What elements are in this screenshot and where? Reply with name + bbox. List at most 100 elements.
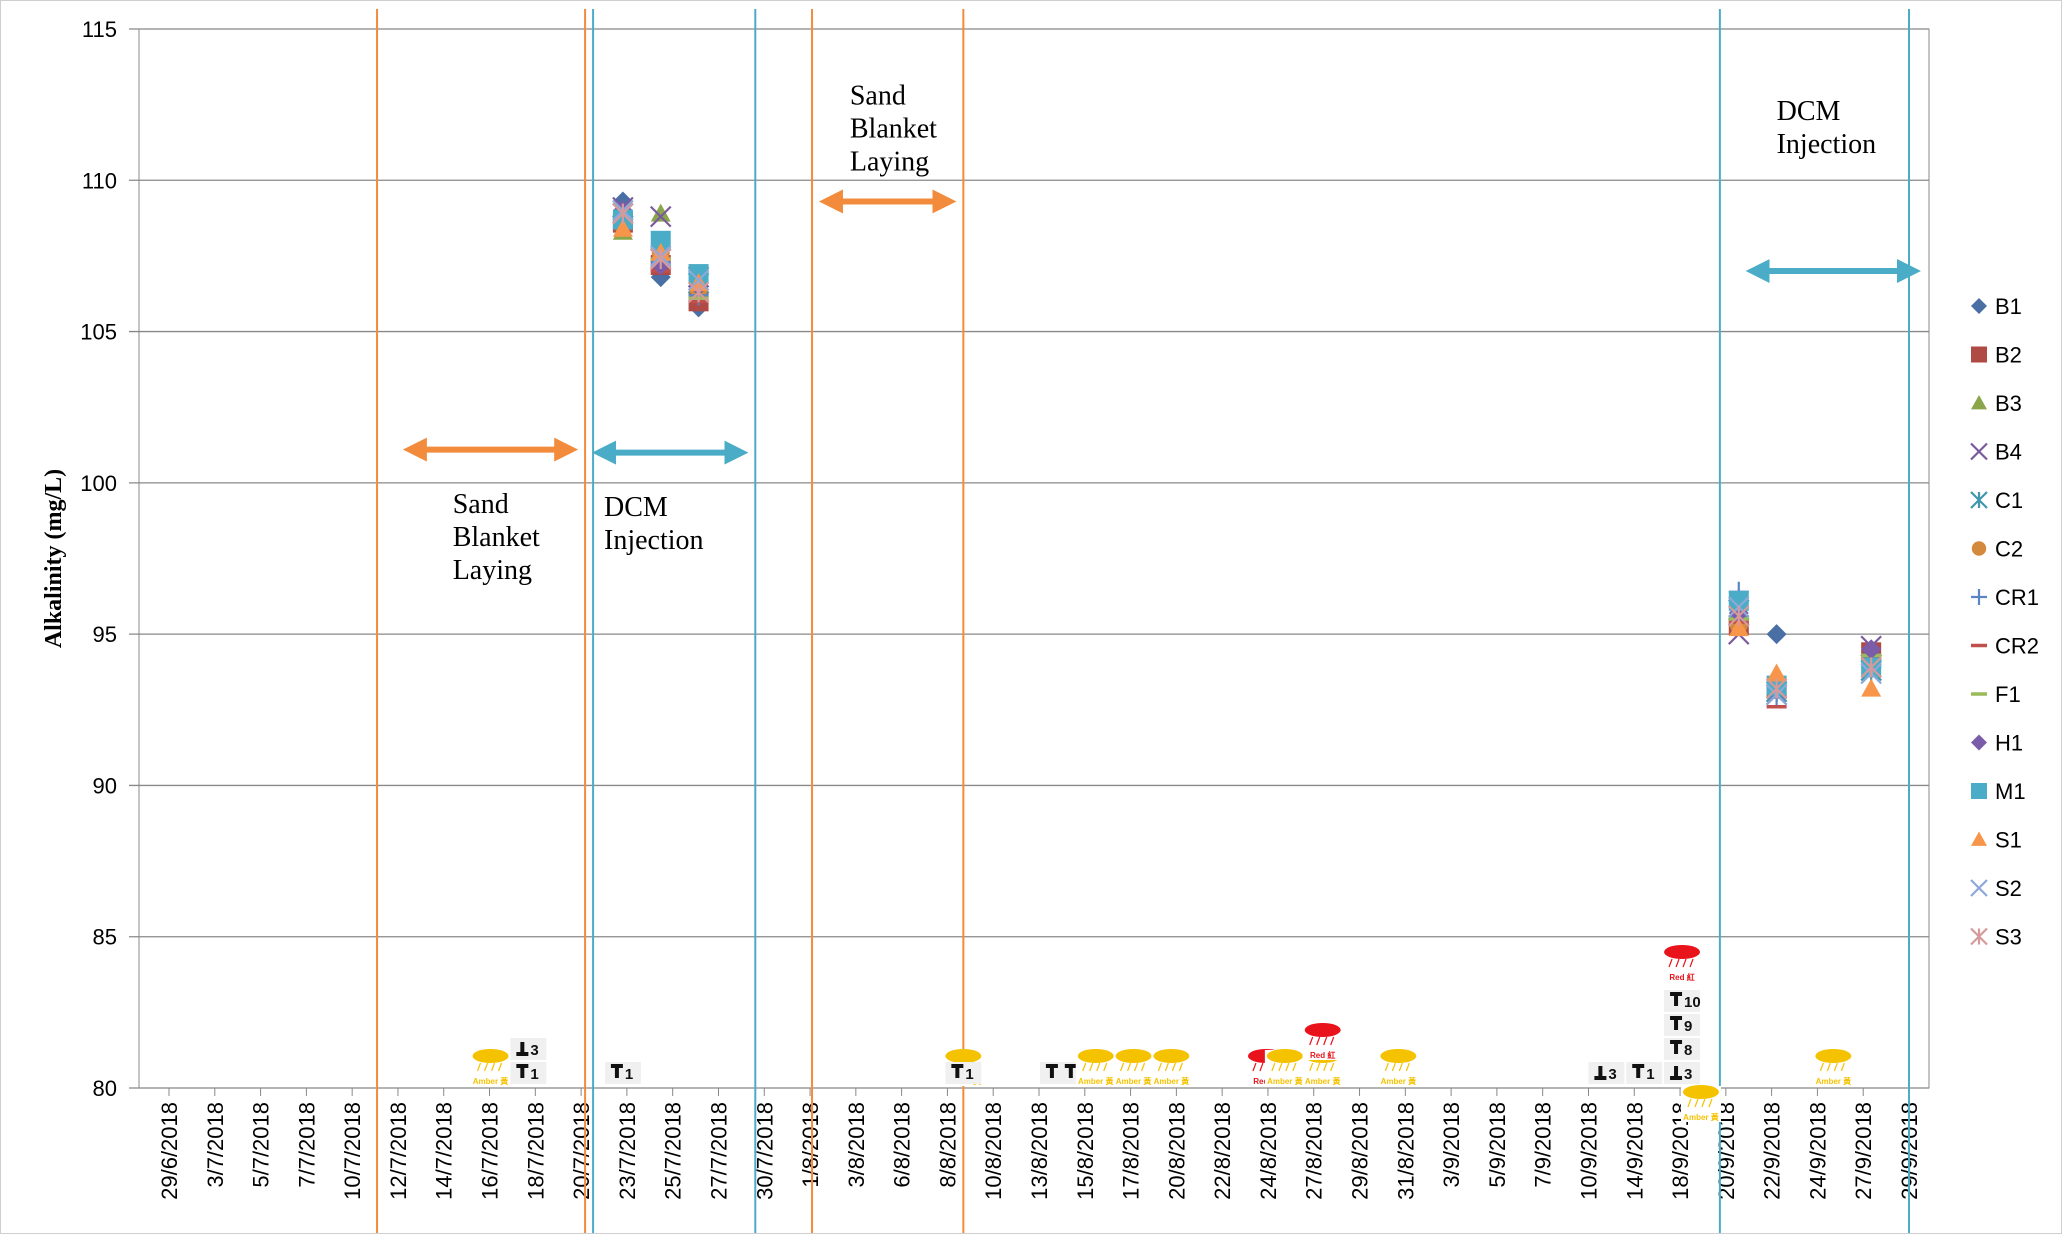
icon-signal-shape (1045, 1064, 1058, 1078)
marker-shape (650, 203, 671, 222)
x-tick-label: 25/7/2018 (661, 1102, 686, 1200)
icon-label: 1 (965, 1066, 973, 1083)
marker-shape (649, 248, 672, 270)
series-m1 (612, 209, 1882, 696)
icon-rain (1384, 1062, 1410, 1072)
icon-label: Amber 黃 (1816, 1076, 1852, 1086)
legend-label: M1 (1995, 779, 2026, 804)
weather-icon-amber: Amber 黃 (1151, 1049, 1192, 1086)
annotation-line: Blanket (850, 114, 937, 145)
x-tick-label: 3/8/2018 (844, 1102, 869, 1188)
legend-label: S1 (1995, 828, 2022, 853)
legend-label: B2 (1995, 343, 2022, 368)
legend-item-b2: B2 (1971, 343, 2022, 368)
icon-rain (1687, 1098, 1713, 1108)
data-point (1766, 663, 1787, 682)
icon-label: 1 (1646, 1066, 1654, 1083)
series-cr2 (612, 226, 1882, 709)
y-tick-label: 115 (82, 17, 117, 42)
icon-label: 3 (1684, 1066, 1692, 1083)
data-point (1728, 618, 1749, 637)
weather-icon-amber: Amber 黃 (1813, 1049, 1854, 1086)
legend-item-h1: H1 (1971, 731, 2023, 756)
icon-label: 3 (1608, 1066, 1616, 1083)
annotation-line: Injection (604, 525, 704, 556)
weather-icon-amber: Amber 黃 (1378, 1049, 1419, 1086)
weather-icon-signal: 1 (604, 1062, 641, 1084)
weather-icon-signal: 8 (1664, 1038, 1701, 1060)
icon-label: 1 (625, 1066, 633, 1083)
icon-signal-shape (1670, 1066, 1683, 1080)
icon-cloud (1380, 1049, 1417, 1063)
data-point (649, 248, 672, 270)
legend-label: C2 (1995, 537, 2023, 562)
legend-label: S2 (1995, 876, 2022, 901)
icon-cloud (472, 1049, 509, 1063)
series-c1 (612, 202, 1882, 703)
legend-marker (1970, 442, 1988, 461)
weather-icon-signal: 3 (1664, 1062, 1701, 1084)
marker-shape (1766, 624, 1787, 645)
icon-label: 8 (1684, 1042, 1692, 1059)
marker-shape (1766, 663, 1787, 682)
x-tick-label: 5/7/2018 (249, 1102, 274, 1188)
x-tick-label: 20/8/2018 (1164, 1102, 1189, 1200)
x-tick-label: 1/8/2018 (798, 1102, 823, 1188)
marker-shape (612, 202, 634, 225)
marker-shape (1971, 589, 1987, 605)
annotation-line: Laying (453, 555, 532, 586)
marker-shape (1861, 678, 1882, 697)
marker-shape (1860, 656, 1882, 679)
legend-label: F1 (1995, 682, 2021, 707)
x-tick-label: 3/7/2018 (203, 1102, 228, 1188)
icon-label: Amber 黃 (1305, 1076, 1341, 1086)
y-axis-label: Alkalinity (mg/L) (41, 469, 67, 648)
weather-icon-amber: Amber 黃 (1680, 1085, 1721, 1122)
data-point (1728, 590, 1749, 611)
icon-label: Amber 黃 (1154, 1076, 1190, 1086)
marker-shape (1971, 346, 1987, 363)
legend-marker (1971, 734, 1987, 751)
annotation-line: Blanket (453, 522, 540, 553)
y-tick-label: 90 (93, 773, 117, 798)
icon-signal-shape (516, 1042, 529, 1056)
legend-item-c1: C1 (1970, 488, 2023, 513)
annotation-line: Laying (850, 147, 929, 178)
x-tick-label: 18/7/2018 (523, 1102, 548, 1200)
icon-cloud (1077, 1049, 1114, 1063)
y-tick-label: 95 (93, 622, 117, 647)
y-tick-label: 80 (93, 1076, 117, 1101)
data-point (612, 218, 633, 237)
legend-label: B4 (1995, 440, 2022, 465)
weather-icon-amber: Amber 黃 (1264, 1049, 1305, 1086)
marker-shape (1728, 618, 1749, 637)
legend-item-b1: B1 (1971, 294, 2022, 319)
weather-icon-signal: 3 (1588, 1062, 1625, 1084)
legend-item-c2: C2 (1971, 537, 2023, 562)
legend-label: B3 (1995, 391, 2022, 416)
x-tick-label: 24/8/2018 (1256, 1102, 1281, 1200)
data-point (1766, 624, 1787, 645)
icon-cloud (1304, 1023, 1341, 1037)
x-tick-label: 23/7/2018 (615, 1102, 640, 1200)
data-point (1861, 678, 1882, 697)
x-tick-label: 7/9/2018 (1531, 1102, 1556, 1188)
legend-label: S3 (1995, 925, 2022, 950)
icon-cloud (1115, 1049, 1152, 1063)
icon-signal-shape (610, 1064, 623, 1078)
annotation-line: DCM (1777, 96, 1841, 127)
y-tick-label: 100 (80, 471, 117, 496)
marker-shape (1971, 541, 1987, 556)
legend-item-cr2: CR2 (1971, 634, 2039, 659)
y-tick-label: 105 (80, 320, 117, 345)
legend-marker (1970, 491, 1988, 509)
x-tick-label: 29/6/2018 (157, 1102, 182, 1200)
marker-shape (687, 281, 710, 304)
x-tick-label: 27/8/2018 (1302, 1102, 1327, 1200)
data-point (649, 205, 672, 228)
series-s1 (612, 218, 1882, 697)
legend-marker (1971, 346, 1987, 363)
x-tick-label: 14/9/2018 (1622, 1102, 1647, 1200)
legend-label: B1 (1995, 294, 2022, 319)
icon-rain (1082, 1062, 1108, 1072)
